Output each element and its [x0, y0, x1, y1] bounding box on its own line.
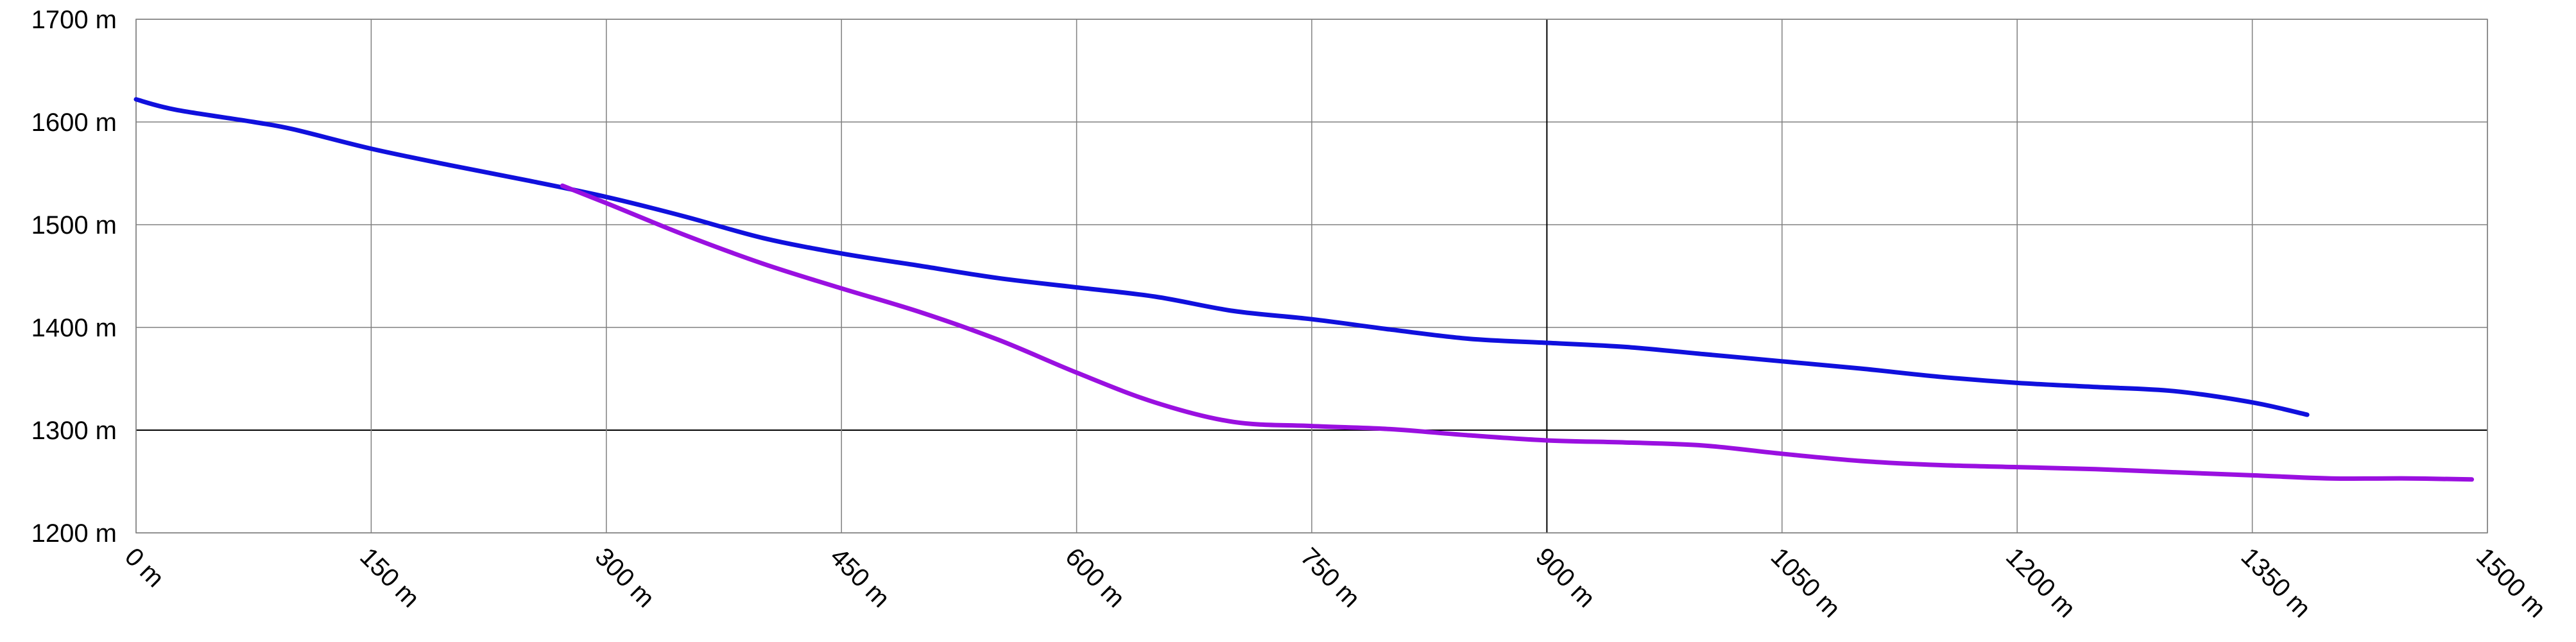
x-tick-label-450: 450 m: [825, 542, 895, 613]
x-tick-label-1200: 1200 m: [2000, 542, 2081, 623]
x-tick-label-300: 300 m: [590, 542, 660, 613]
y-tick-label-1500: 1500 m: [31, 211, 117, 239]
x-tick-label-0: 0 m: [119, 542, 169, 593]
y-tick-label-1400: 1400 m: [31, 314, 117, 342]
x-tick-label-1050: 1050 m: [1765, 542, 1846, 623]
x-axis-tick-labels: 0 m 150 m 300 m 450 m 600 m 750 m 900 m 1050 m 1…: [119, 542, 2551, 623]
series-line-1: [133, 97, 2310, 417]
x-tick-label-1500: 1500 m: [2471, 542, 2551, 623]
y-tick-label-1300: 1300 m: [31, 417, 117, 445]
y-tick-label-1600: 1600 m: [31, 108, 117, 137]
x-tick-label-750: 750 m: [1295, 542, 1366, 613]
x-tick-label-150: 150 m: [354, 542, 425, 613]
plot-frame: [135, 19, 2488, 534]
x-tick-label-1350: 1350 m: [2235, 542, 2315, 623]
series-line-2: [560, 183, 2475, 482]
y-tick-label-1700: 1700 m: [31, 6, 117, 34]
y-axis-tick-labels: 1200 m 1300 m 1400 m 1500 m 1600 m 1700 m: [31, 6, 117, 548]
x-tick-label-900: 900 m: [1530, 542, 1601, 613]
x-tick-label-600: 600 m: [1060, 542, 1130, 613]
series-layer: [133, 97, 2475, 482]
grid-lines: [135, 19, 2488, 534]
y-tick-label-1200: 1200 m: [31, 519, 117, 548]
